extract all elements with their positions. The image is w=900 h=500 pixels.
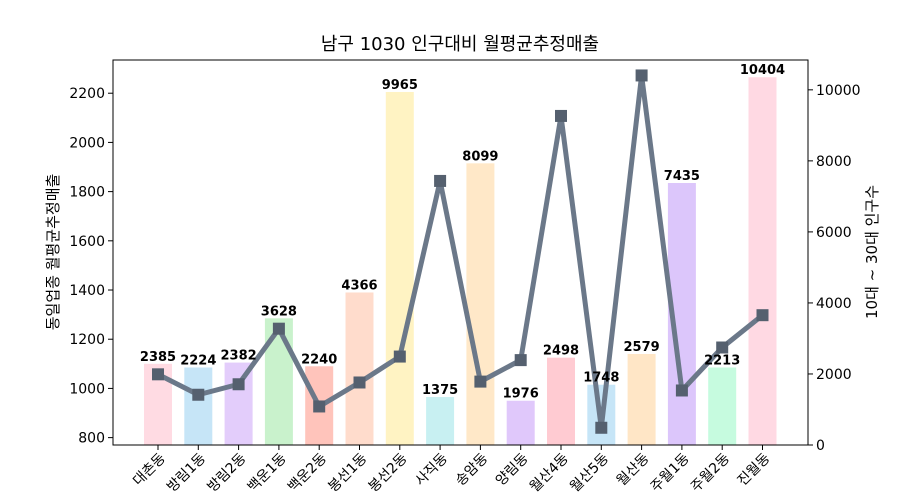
data-label-봉선2동: 9965 (382, 78, 418, 93)
bar-진월동 (748, 77, 777, 445)
line-marker-양림동 (514, 354, 527, 367)
x-tick-label-방림1동: 방림1동 (164, 450, 209, 495)
x-tick-label-월산4동: 월산4동 (527, 450, 572, 495)
bars-layer (144, 77, 777, 446)
data-label-진월동: 10404 (740, 63, 785, 78)
line-marker-월산5동 (595, 421, 608, 434)
bar-사직동 (426, 397, 455, 445)
line-marker-월산동 (635, 69, 648, 82)
data-label-방림1동: 2224 (180, 354, 216, 369)
y-tick-label: 1800 (69, 185, 105, 201)
line-marker-진월동 (756, 309, 769, 322)
x-tick-label-봉선2동: 봉선2동 (366, 450, 411, 495)
x-tick-label-진월동: 진월동 (735, 450, 774, 489)
data-label-월산5동: 1748 (583, 371, 619, 386)
x-tick-label-사직동: 사직동 (412, 450, 451, 489)
data-label-월산4동: 2498 (543, 344, 579, 359)
data-label-방림2동: 2382 (221, 349, 257, 364)
plot-frame (112, 59, 809, 446)
line-marker-대촌동 (152, 368, 164, 381)
line-marker-월산4동 (555, 109, 567, 122)
line-marker-방림2동 (232, 378, 245, 391)
line-marker-사직동 (434, 174, 447, 187)
bar-송암동 (466, 163, 495, 445)
y-tick-label: 1400 (69, 283, 105, 299)
bar-양림동 (506, 400, 535, 445)
bar-월산동 (627, 353, 656, 445)
y2-tick-label: 4000 (816, 296, 852, 312)
data-label-대촌동: 2385 (140, 350, 176, 365)
bar-주월2동 (708, 367, 737, 445)
y2-tick-label: 0 (816, 438, 825, 454)
left-axis: 800 1000 1200 1400 1600 1800 2000 2200 (69, 86, 113, 447)
data-label-월산동: 2579 (624, 340, 660, 355)
bar-봉선2동 (385, 91, 414, 445)
right-axis: 0 2000 4000 6000 8000 10000 (808, 83, 861, 454)
x-tick-label-송암동: 송암동 (453, 450, 492, 489)
y2-tick-label: 2000 (816, 367, 852, 383)
data-label-백운1동: 3628 (261, 304, 297, 319)
data-label-주월1동: 7435 (664, 169, 700, 184)
bar-봉선1동 (345, 292, 374, 445)
bar-백운1동 (264, 318, 293, 445)
line-marker-송암동 (474, 375, 487, 388)
bar-방림1동 (184, 367, 213, 445)
y-axis-title: 동일업종 월평균추정매출 (44, 174, 62, 331)
y-tick-label: 2200 (69, 86, 105, 102)
line-marker-백운1동 (272, 322, 285, 335)
x-tick-label-주월2동: 주월2동 (688, 450, 733, 495)
chart-title: 남구 1030 인구대비 월평균추정매출 (321, 34, 599, 55)
x-tick-label-주월1동: 주월1동 (648, 450, 693, 495)
data-label-백운2동: 2240 (301, 352, 337, 367)
line-marker-백운2동 (313, 400, 326, 413)
y-tick-label: 1000 (69, 381, 105, 397)
data-label-양림동: 1976 (503, 387, 539, 402)
y2-tick-label: 8000 (816, 154, 852, 170)
line-layer (152, 69, 769, 434)
y-tick-label: 2000 (69, 135, 105, 151)
y2-tick-label: 6000 (816, 225, 852, 241)
x-tick-label-양림동: 양림동 (493, 450, 532, 489)
x-tick-label-백운2동: 백운2동 (285, 450, 330, 495)
data-label-봉선1동: 4366 (341, 278, 377, 293)
x-tick-label-대촌동: 대촌동 (130, 450, 169, 489)
x-tick-label-방림2동: 방림2동 (204, 450, 249, 495)
line-marker-주월2동 (716, 341, 729, 354)
line-marker-주월1동 (675, 384, 688, 397)
x-tick-label-월산5동: 월산5동 (567, 450, 612, 495)
x-tick-label-백운1동: 백운1동 (245, 450, 290, 495)
y2-tick-label: 10000 (816, 83, 861, 99)
population-line (155, 72, 765, 431)
data-label-송암동: 8099 (462, 149, 498, 164)
line-marker-방림1동 (192, 388, 205, 401)
data-label-사직동: 1375 (422, 383, 458, 398)
x-tick-label-월산동: 월산동 (614, 450, 653, 489)
y2-axis-title: 10대 ~ 30대 인구수 (863, 185, 881, 319)
data-label-주월2동: 2213 (704, 354, 740, 369)
line-marker-봉선2동 (393, 350, 406, 363)
y-tick-label: 800 (78, 431, 105, 447)
y-tick-label: 1200 (69, 332, 105, 348)
y-tick-label: 1600 (69, 234, 105, 250)
x-tick-label-봉선1동: 봉선1동 (325, 450, 370, 495)
labels-layer: 2385 2224 2382 3628 2240 4366 9965 1375 8099 1976… (140, 63, 785, 401)
bar-방림2동 (224, 362, 253, 445)
bar-월산4동 (547, 357, 575, 445)
line-marker-봉선1동 (353, 376, 366, 389)
